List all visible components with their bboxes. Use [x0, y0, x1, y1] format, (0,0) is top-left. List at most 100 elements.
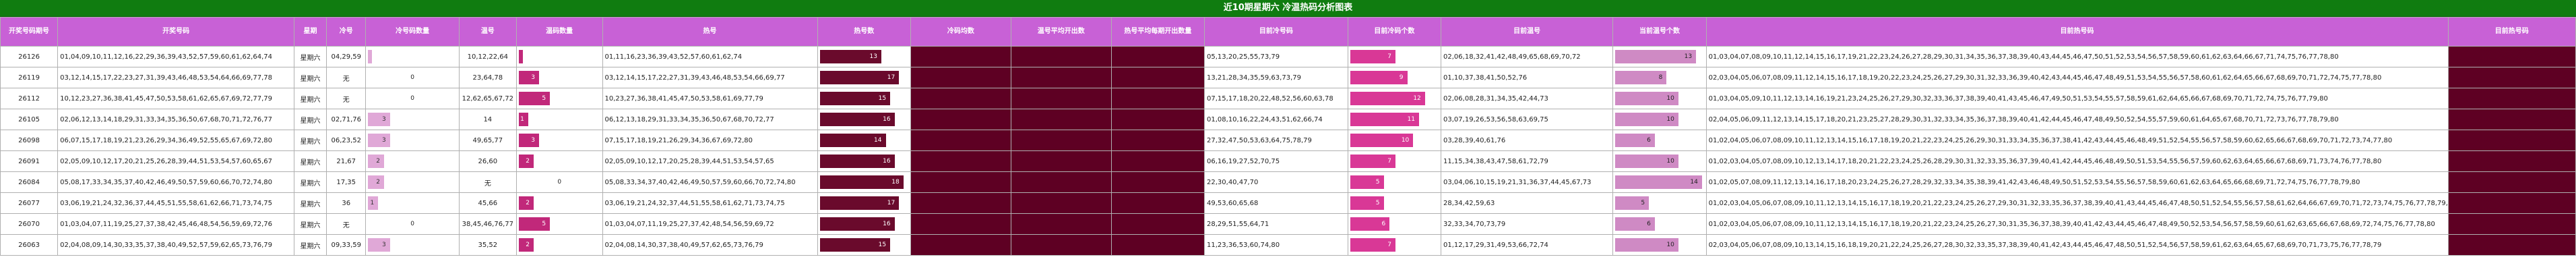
cell-hot-avg-open — [1110, 130, 1205, 151]
cell-hot-count: 13 — [817, 46, 911, 67]
cell-cur-warm-count: 14 — [1612, 171, 1707, 193]
cell-cur-cold-count: 7 — [1347, 234, 1442, 256]
cell-cur-cold-count: 7 — [1347, 46, 1442, 67]
cell-warm: 14 — [458, 109, 517, 130]
count-bar: 3 — [518, 71, 539, 84]
col-hot-avg-open: 热号平均每期开出数量 — [1110, 17, 1205, 47]
count-bar: 1 — [368, 196, 379, 210]
cell-cur-hot: 01,02,05,07,08,09,11,12,13,14,16,17,18,2… — [1705, 171, 2449, 193]
cell-cur-hot-count — [2447, 109, 2576, 130]
cell-cold: 09,33,59 — [325, 234, 367, 256]
cell-warm-count: 2 — [515, 150, 603, 172]
count-bar: 10 — [1350, 134, 1414, 147]
table-row: 26084 05,08,17,33,34,35,37,40,42,46,49,50… — [0, 171, 2576, 193]
cell-cold-avg — [910, 192, 1011, 214]
count-bar: 2 — [518, 196, 534, 210]
cell-numbers: 10,12,23,27,36,38,41,45,47,50,53,58,61,6… — [57, 88, 295, 109]
cell-cur-hot: 02,04,05,06,09,11,12,13,14,15,17,18,20,2… — [1705, 109, 2449, 130]
cell-cur-warm-count: 8 — [1612, 67, 1707, 88]
cell-numbers: 02,04,08,09,14,30,33,35,37,38,40,49,52,5… — [57, 234, 295, 256]
cell-cold: 06,23,52 — [325, 130, 367, 151]
count-bar: 3 — [368, 134, 390, 147]
col-issue: 开奖号码期号 — [0, 17, 59, 47]
cell-numbers: 02,06,12,13,14,18,29,31,33,34,35,36,50,6… — [57, 109, 295, 130]
cell-warm: 45,66 — [458, 192, 517, 214]
cell-hot: 03,06,19,21,24,32,37,44,51,55,58,61,62,7… — [602, 192, 818, 214]
cell-hot-avg-open — [1110, 109, 1205, 130]
count-bar: 5 — [518, 92, 551, 105]
count-bar: 2 — [368, 175, 384, 189]
cell-cur-cold: 49,53,60,65,68 — [1204, 192, 1348, 214]
cell-cur-hot-count — [2447, 234, 2576, 256]
table-row: 26105 02,06,12,13,14,18,29,31,33,34,35,36… — [0, 109, 2576, 130]
cell-cur-hot: 01,02,03,04,05,06,07,08,09,10,11,12,13,1… — [1705, 213, 2449, 235]
cell-issue: 26098 — [0, 130, 59, 151]
cell-warm: 38,45,46,76,77 — [458, 213, 517, 235]
cell-issue: 26091 — [0, 150, 59, 172]
table-row: 26070 01,03,04,07,11,19,25,27,37,38,42,45… — [0, 213, 2576, 235]
cell-warm-count: 2 — [515, 192, 603, 214]
cell-issue: 26084 — [0, 171, 59, 193]
cell-weekday: 星期六 — [294, 234, 327, 256]
cell-cur-cold-count: 10 — [1347, 130, 1442, 151]
cell-cold-count: 0 — [365, 88, 460, 109]
cell-warm-avg-open — [1010, 46, 1112, 67]
col-cur-hot: 目前热号码 — [1705, 17, 2449, 47]
cell-weekday: 星期六 — [294, 109, 327, 130]
cell-hot-avg-open — [1110, 171, 1205, 193]
count-bar: 6 — [1350, 217, 1390, 231]
cell-warm-count: 5 — [515, 88, 603, 109]
col-warm: 温号 — [458, 17, 517, 47]
cell-warm-count — [515, 46, 603, 67]
cell-cur-cold-count: 12 — [1347, 88, 1442, 109]
cell-cold-avg — [910, 130, 1011, 151]
count-bar: 8 — [1615, 71, 1667, 84]
count-bar: 16 — [819, 113, 895, 126]
cell-hot: 10,23,27,36,38,41,45,47,50,53,58,61,69,7… — [602, 88, 818, 109]
count-bar: 2 — [368, 155, 384, 168]
col-hot: 热号 — [602, 17, 818, 47]
cell-cur-hot-count — [2447, 46, 2576, 67]
cell-hot-avg-open — [1110, 46, 1205, 67]
cell-cold-count: 3 — [365, 130, 460, 151]
cell-cur-warm: 28,34,42,59,63 — [1441, 192, 1614, 214]
cell-cur-warm-count: 6 — [1612, 130, 1707, 151]
cell-hot-avg-open — [1110, 213, 1205, 235]
cell-warm: 无 — [458, 171, 517, 193]
cell-issue: 26105 — [0, 109, 59, 130]
count-bar: 6 — [1615, 134, 1655, 147]
analysis-table: 开奖号码期号 开奖号码 星期 冷号 冷号码数量 温号 温码数量 热号 热号数 冷… — [0, 17, 2576, 256]
cell-cur-cold: 01,08,10,16,22,24,43,51,62,66,74 — [1204, 109, 1348, 130]
cell-hot: 01,11,16,23,36,39,43,52,57,60,61,62,74 — [602, 46, 818, 67]
cell-warm-avg-open — [1010, 150, 1112, 172]
cell-cur-warm-count: 6 — [1612, 213, 1707, 235]
cell-weekday: 星期六 — [294, 88, 327, 109]
cell-hot-count: 15 — [817, 88, 911, 109]
count-bar: 16 — [819, 217, 895, 231]
cell-cold: 04,29,59 — [325, 46, 367, 67]
cell-cold: 17,35 — [325, 171, 367, 193]
cell-cold: 无 — [325, 88, 367, 109]
cell-warm-avg-open — [1010, 192, 1112, 214]
cell-hot-count: 16 — [817, 109, 911, 130]
cell-hot-count: 15 — [817, 234, 911, 256]
cell-issue: 26063 — [0, 234, 59, 256]
cell-warm-avg-open — [1010, 109, 1112, 130]
col-hot-count: 热号数 — [817, 17, 911, 47]
cell-cur-cold-count: 9 — [1347, 67, 1442, 88]
cell-cur-cold-count: 7 — [1347, 150, 1442, 172]
cell-weekday: 星期六 — [294, 213, 327, 235]
cell-cur-hot: 01,03,04,07,08,09,10,11,12,14,15,16,17,1… — [1705, 46, 2449, 67]
count-bar: 3 — [368, 113, 390, 126]
cell-hot-avg-open — [1110, 67, 1205, 88]
cell-cur-hot-count — [2447, 171, 2576, 193]
col-cold: 冷号 — [325, 17, 367, 47]
cell-cur-warm-count: 10 — [1612, 109, 1707, 130]
table-row: 26077 03,06,19,21,24,32,36,37,44,45,51,55… — [0, 192, 2576, 214]
cell-cur-cold-count: 6 — [1347, 213, 1442, 235]
cell-weekday: 星期六 — [294, 150, 327, 172]
cell-cur-warm: 03,28,39,40,61,76 — [1441, 130, 1614, 151]
table-row: 26063 02,04,08,09,14,30,33,35,37,38,40,49… — [0, 234, 2576, 256]
cell-warm-count: 1 — [515, 109, 603, 130]
cell-cur-cold: 11,23,36,53,60,74,80 — [1204, 234, 1348, 256]
